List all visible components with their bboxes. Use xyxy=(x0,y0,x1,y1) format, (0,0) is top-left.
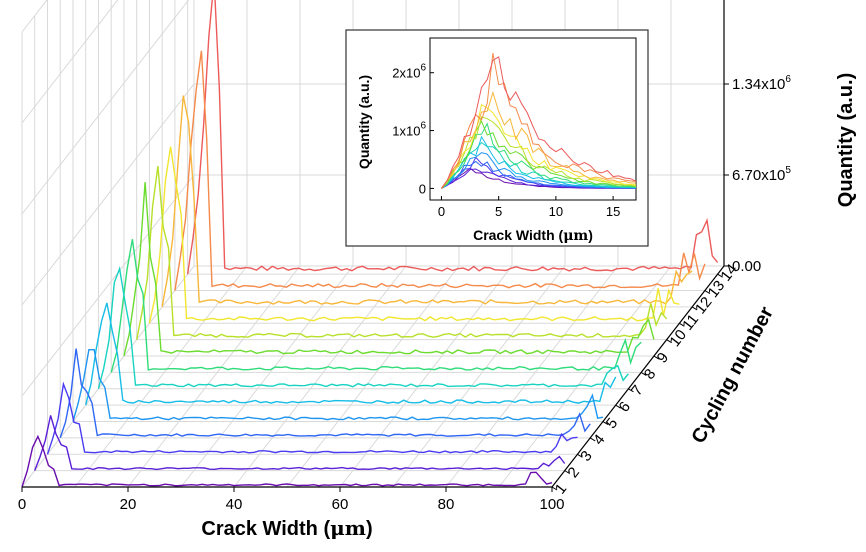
floor-gridline xyxy=(286,265,460,488)
depth-tick-mark xyxy=(653,355,660,360)
depth-tick-label: 4 xyxy=(590,431,609,448)
depth-tick-label: 2 xyxy=(564,464,583,481)
inset-frame xyxy=(345,29,649,247)
x-axis-title: Crack Width (μm) xyxy=(201,516,372,540)
depth-tick-mark xyxy=(551,486,558,491)
x-tick-label: 20 xyxy=(120,496,137,513)
series-line-cycle-3 xyxy=(46,381,578,455)
inset-series-line-cycle-7 xyxy=(441,141,637,189)
depth-axis-title: Cycling number xyxy=(688,303,778,447)
depth-tick-mark xyxy=(666,339,672,344)
series-line-cycle-4 xyxy=(59,348,591,439)
inset-panel: 0 5 10 15 0 1x106 2x106 Crack Width (μm) Quantit… xyxy=(345,29,649,247)
inset-x-tick-label: 15 xyxy=(606,204,620,219)
depth-tick-mark xyxy=(577,453,583,458)
x-tick-label: 100 xyxy=(539,496,564,513)
depth-tick-label: 7 xyxy=(628,382,647,399)
series-line-cycle-8 xyxy=(110,239,642,373)
floor-gridline xyxy=(21,265,195,488)
z-tick-label: 0.00 xyxy=(732,258,761,275)
inset-plot-area xyxy=(429,37,637,201)
depth-tick-label: 10 xyxy=(666,327,690,351)
depth-tick-mark xyxy=(691,306,698,311)
series-line-cycle-5 xyxy=(72,349,604,422)
series-line-cycle-11 xyxy=(148,146,680,324)
inset-x-tick-label: 5 xyxy=(495,204,502,219)
inset-series-line-cycle-13 xyxy=(440,53,637,189)
depth-tick-label: 6 xyxy=(615,399,634,416)
depth-tick-mark xyxy=(679,322,685,327)
depth-tick-mark xyxy=(717,273,723,278)
depth-tick-label: 11 xyxy=(679,311,702,334)
side-wall-gridline xyxy=(21,174,195,397)
inset-series-line-cycle-12 xyxy=(441,90,637,189)
depth-tick-mark xyxy=(602,421,609,425)
series-line-cycle-6 xyxy=(85,302,617,406)
inset-series-line-cycle-8 xyxy=(441,122,637,189)
x-tick-label: 0 xyxy=(18,496,26,513)
series-line-cycle-10 xyxy=(136,166,668,340)
inset-series-line-cycle-6 xyxy=(441,135,637,189)
series-layer xyxy=(21,0,719,488)
depth-axis-line xyxy=(551,265,725,488)
depth-tick-label: 13 xyxy=(705,277,729,301)
depth-tick-mark xyxy=(628,388,634,393)
series-line-cycle-14 xyxy=(186,0,719,275)
side-wall-gridline xyxy=(21,83,195,306)
inset-y-tick-label: 0 xyxy=(419,181,426,196)
x-tick-label: 80 xyxy=(438,496,455,513)
z-axis-title: Quantity (a.u.) xyxy=(835,73,857,207)
side-wall-gridline xyxy=(21,0,190,215)
depth-tick-mark xyxy=(589,437,596,442)
series-line-cycle-12 xyxy=(161,95,693,308)
inset-y-axis-title: Quantity (a.u.) xyxy=(356,75,372,169)
inset-series-line-cycle-5 xyxy=(441,152,637,189)
depth-tick-label: 5 xyxy=(603,415,622,432)
x-tick-label: 40 xyxy=(226,496,243,513)
depth-tick-mark xyxy=(704,290,711,294)
depth-tick-label: 12 xyxy=(692,294,716,318)
depth-tick-label: 14 xyxy=(717,261,741,285)
z-tick-label: 6.70x105 xyxy=(732,165,791,184)
depth-tick-label: 8 xyxy=(641,366,660,383)
depth-tick-mark xyxy=(564,470,570,475)
inset-series-line-cycle-14 xyxy=(440,56,637,189)
inset-x-axis-title: Crack Width (μm) xyxy=(473,227,593,244)
depth-tick-mark xyxy=(640,371,647,376)
side-wall-gridline xyxy=(21,0,119,124)
depth-tick-label: 1 xyxy=(552,480,571,497)
series-line-cycle-1 xyxy=(21,434,553,488)
z-tick-label: 1.34x106 xyxy=(732,74,791,93)
depth-tick-label: 3 xyxy=(577,448,596,465)
inset-x-tick-label: 0 xyxy=(438,204,445,219)
inset-x-tick-label: 10 xyxy=(549,204,563,219)
floor-gridline xyxy=(498,265,672,488)
inset-series-line-cycle-11 xyxy=(440,103,637,189)
depth-tick-mark xyxy=(615,404,621,409)
inset-y-tick-label: 2x106 xyxy=(392,63,426,81)
floor-gridline xyxy=(74,265,248,488)
series-line-cycle-13 xyxy=(174,50,706,291)
inset-y-tick-label: 1x106 xyxy=(392,121,426,139)
depth-tick-label: 9 xyxy=(654,349,673,366)
series-line-cycle-7 xyxy=(97,266,629,389)
x-tick-label: 60 xyxy=(332,496,349,513)
series-line-cycle-9 xyxy=(123,182,655,357)
series-line-cycle-2 xyxy=(34,415,566,471)
